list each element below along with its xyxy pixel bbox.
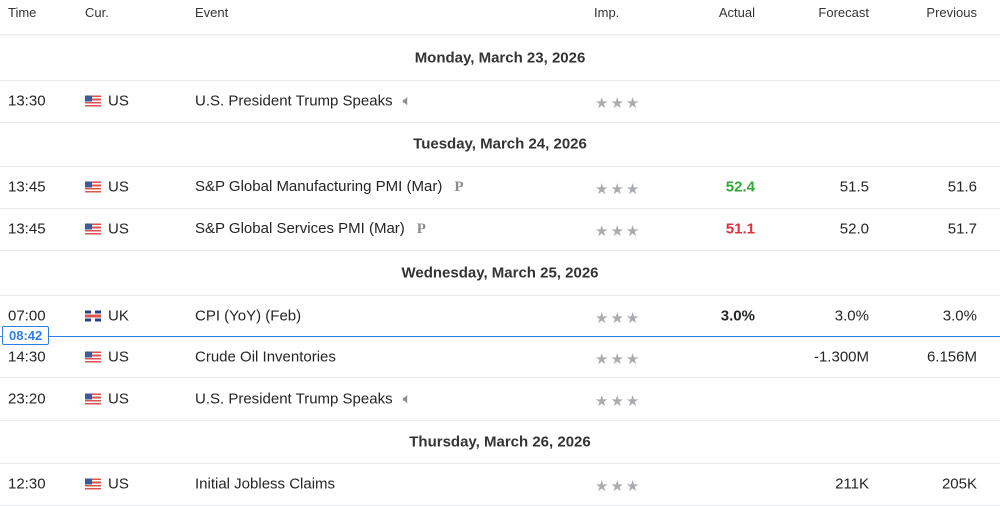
date-row: Thursday, March 26, 2026: [0, 420, 1000, 464]
event-time: 07:00: [8, 307, 46, 324]
preliminary-badge: P: [454, 179, 464, 195]
date-row: Wednesday, March 25, 2026: [0, 250, 1000, 296]
event-previous: 205K: [941, 475, 977, 493]
date-row: Tuesday, March 24, 2026: [0, 122, 1000, 167]
col-importance[interactable]: Imp.: [594, 5, 620, 20]
event-row[interactable]: 12:30 US Initial Jobless Claims ★★★ 211K…: [0, 463, 1000, 506]
importance-stars-icon: ★★★: [595, 309, 642, 327]
event-currency: US: [108, 348, 129, 365]
event-forecast: 51.5: [839, 178, 869, 196]
date-label: Thursday, March 26, 2026: [409, 433, 591, 450]
current-time-label: 08:42: [2, 326, 50, 345]
us-flag-icon: [85, 223, 101, 235]
event-currency: US: [108, 178, 129, 196]
importance-stars-icon: ★★★: [595, 392, 642, 410]
event-name[interactable]: Crude Oil Inventories: [195, 348, 336, 365]
event-currency: US: [108, 92, 129, 110]
event-previous: 3.0%: [942, 307, 977, 324]
event-name[interactable]: CPI (YoY) (Feb): [195, 307, 302, 324]
event-name[interactable]: U.S. President Trump Speaks: [195, 390, 393, 407]
event-previous: 6.156M: [926, 348, 977, 365]
table-header: Time Cur. Event Imp. Actual Forecast Pre…: [0, 0, 1000, 35]
col-forecast[interactable]: Forecast: [818, 5, 869, 20]
event-name[interactable]: S&P Global Services PMI (Mar): [195, 220, 405, 237]
us-flag-icon: [85, 351, 101, 362]
speaker-icon[interactable]: 🔈︎: [402, 92, 412, 110]
event-row[interactable]: 23:20 US U.S. President Trump Speaks 🔈︎ ★…: [0, 377, 1000, 421]
col-event[interactable]: Event: [195, 5, 229, 20]
event-forecast: -1.300M: [813, 348, 869, 365]
date-label: Wednesday, March 25, 2026: [401, 264, 599, 281]
event-time: 13:30: [8, 92, 46, 110]
event-name[interactable]: S&P Global Manufacturing PMI (Mar): [195, 178, 443, 195]
us-flag-icon: [85, 478, 101, 490]
us-flag-icon: [85, 181, 101, 193]
event-name[interactable]: U.S. President Trump Speaks: [195, 92, 393, 110]
event-forecast: 211K: [835, 475, 869, 493]
event-row[interactable]: 13:45 US S&P Global Manufacturing PMI (M…: [0, 166, 1000, 209]
event-row[interactable]: 13:30 US U.S. President Trump Speaks 🔈︎ ★…: [0, 80, 1000, 123]
importance-stars-icon: ★★★: [595, 223, 642, 241]
importance-stars-icon: ★★★: [595, 181, 642, 199]
event-actual: 51.1: [725, 220, 755, 238]
event-time: 13:45: [8, 178, 46, 196]
event-time: 23:20: [8, 390, 46, 407]
importance-stars-icon: ★★★: [595, 350, 642, 368]
event-actual: 3.0%: [720, 307, 755, 324]
date-label: Tuesday, March 24, 2026: [413, 135, 587, 153]
event-previous: 51.7: [947, 220, 977, 238]
event-currency: US: [108, 390, 129, 407]
date-label: Monday, March 23, 2026: [414, 49, 586, 67]
col-time[interactable]: Time: [8, 5, 37, 20]
event-row[interactable]: 13:45 US S&P Global Services PMI (Mar) P …: [0, 208, 1000, 251]
event-row[interactable]: 07:00 UK CPI (YoY) (Feb) ★★★ 3.0% 3.0% 3…: [0, 295, 1000, 337]
col-actual[interactable]: Actual: [718, 5, 755, 20]
us-flag-icon: [85, 393, 101, 404]
event-currency: US: [108, 220, 129, 238]
col-currency[interactable]: Cur.: [85, 5, 109, 20]
event-currency: UK: [108, 307, 129, 324]
event-previous: 51.6: [947, 178, 977, 196]
preliminary-badge: P: [416, 221, 426, 237]
event-currency: US: [108, 475, 129, 493]
importance-stars-icon: ★★★: [595, 95, 642, 113]
uk-flag-icon: [85, 310, 101, 321]
event-forecast: 3.0%: [834, 307, 869, 324]
current-time-line: [0, 336, 1000, 337]
date-row: Monday, March 23, 2026: [0, 36, 1000, 81]
event-actual: 52.4: [725, 178, 755, 196]
event-time: 12:30: [8, 475, 46, 493]
event-forecast: 52.0: [839, 220, 869, 238]
col-previous[interactable]: Previous: [926, 5, 977, 20]
event-time: 14:30: [8, 348, 46, 365]
importance-stars-icon: ★★★: [595, 478, 642, 496]
event-time: 13:45: [8, 220, 46, 238]
us-flag-icon: [85, 95, 101, 107]
event-name[interactable]: Initial Jobless Claims: [195, 475, 336, 493]
event-row[interactable]: 14:30 US Crude Oil Inventories ★★★ -1.30…: [0, 336, 1000, 378]
speaker-icon[interactable]: 🔈︎: [402, 390, 412, 407]
